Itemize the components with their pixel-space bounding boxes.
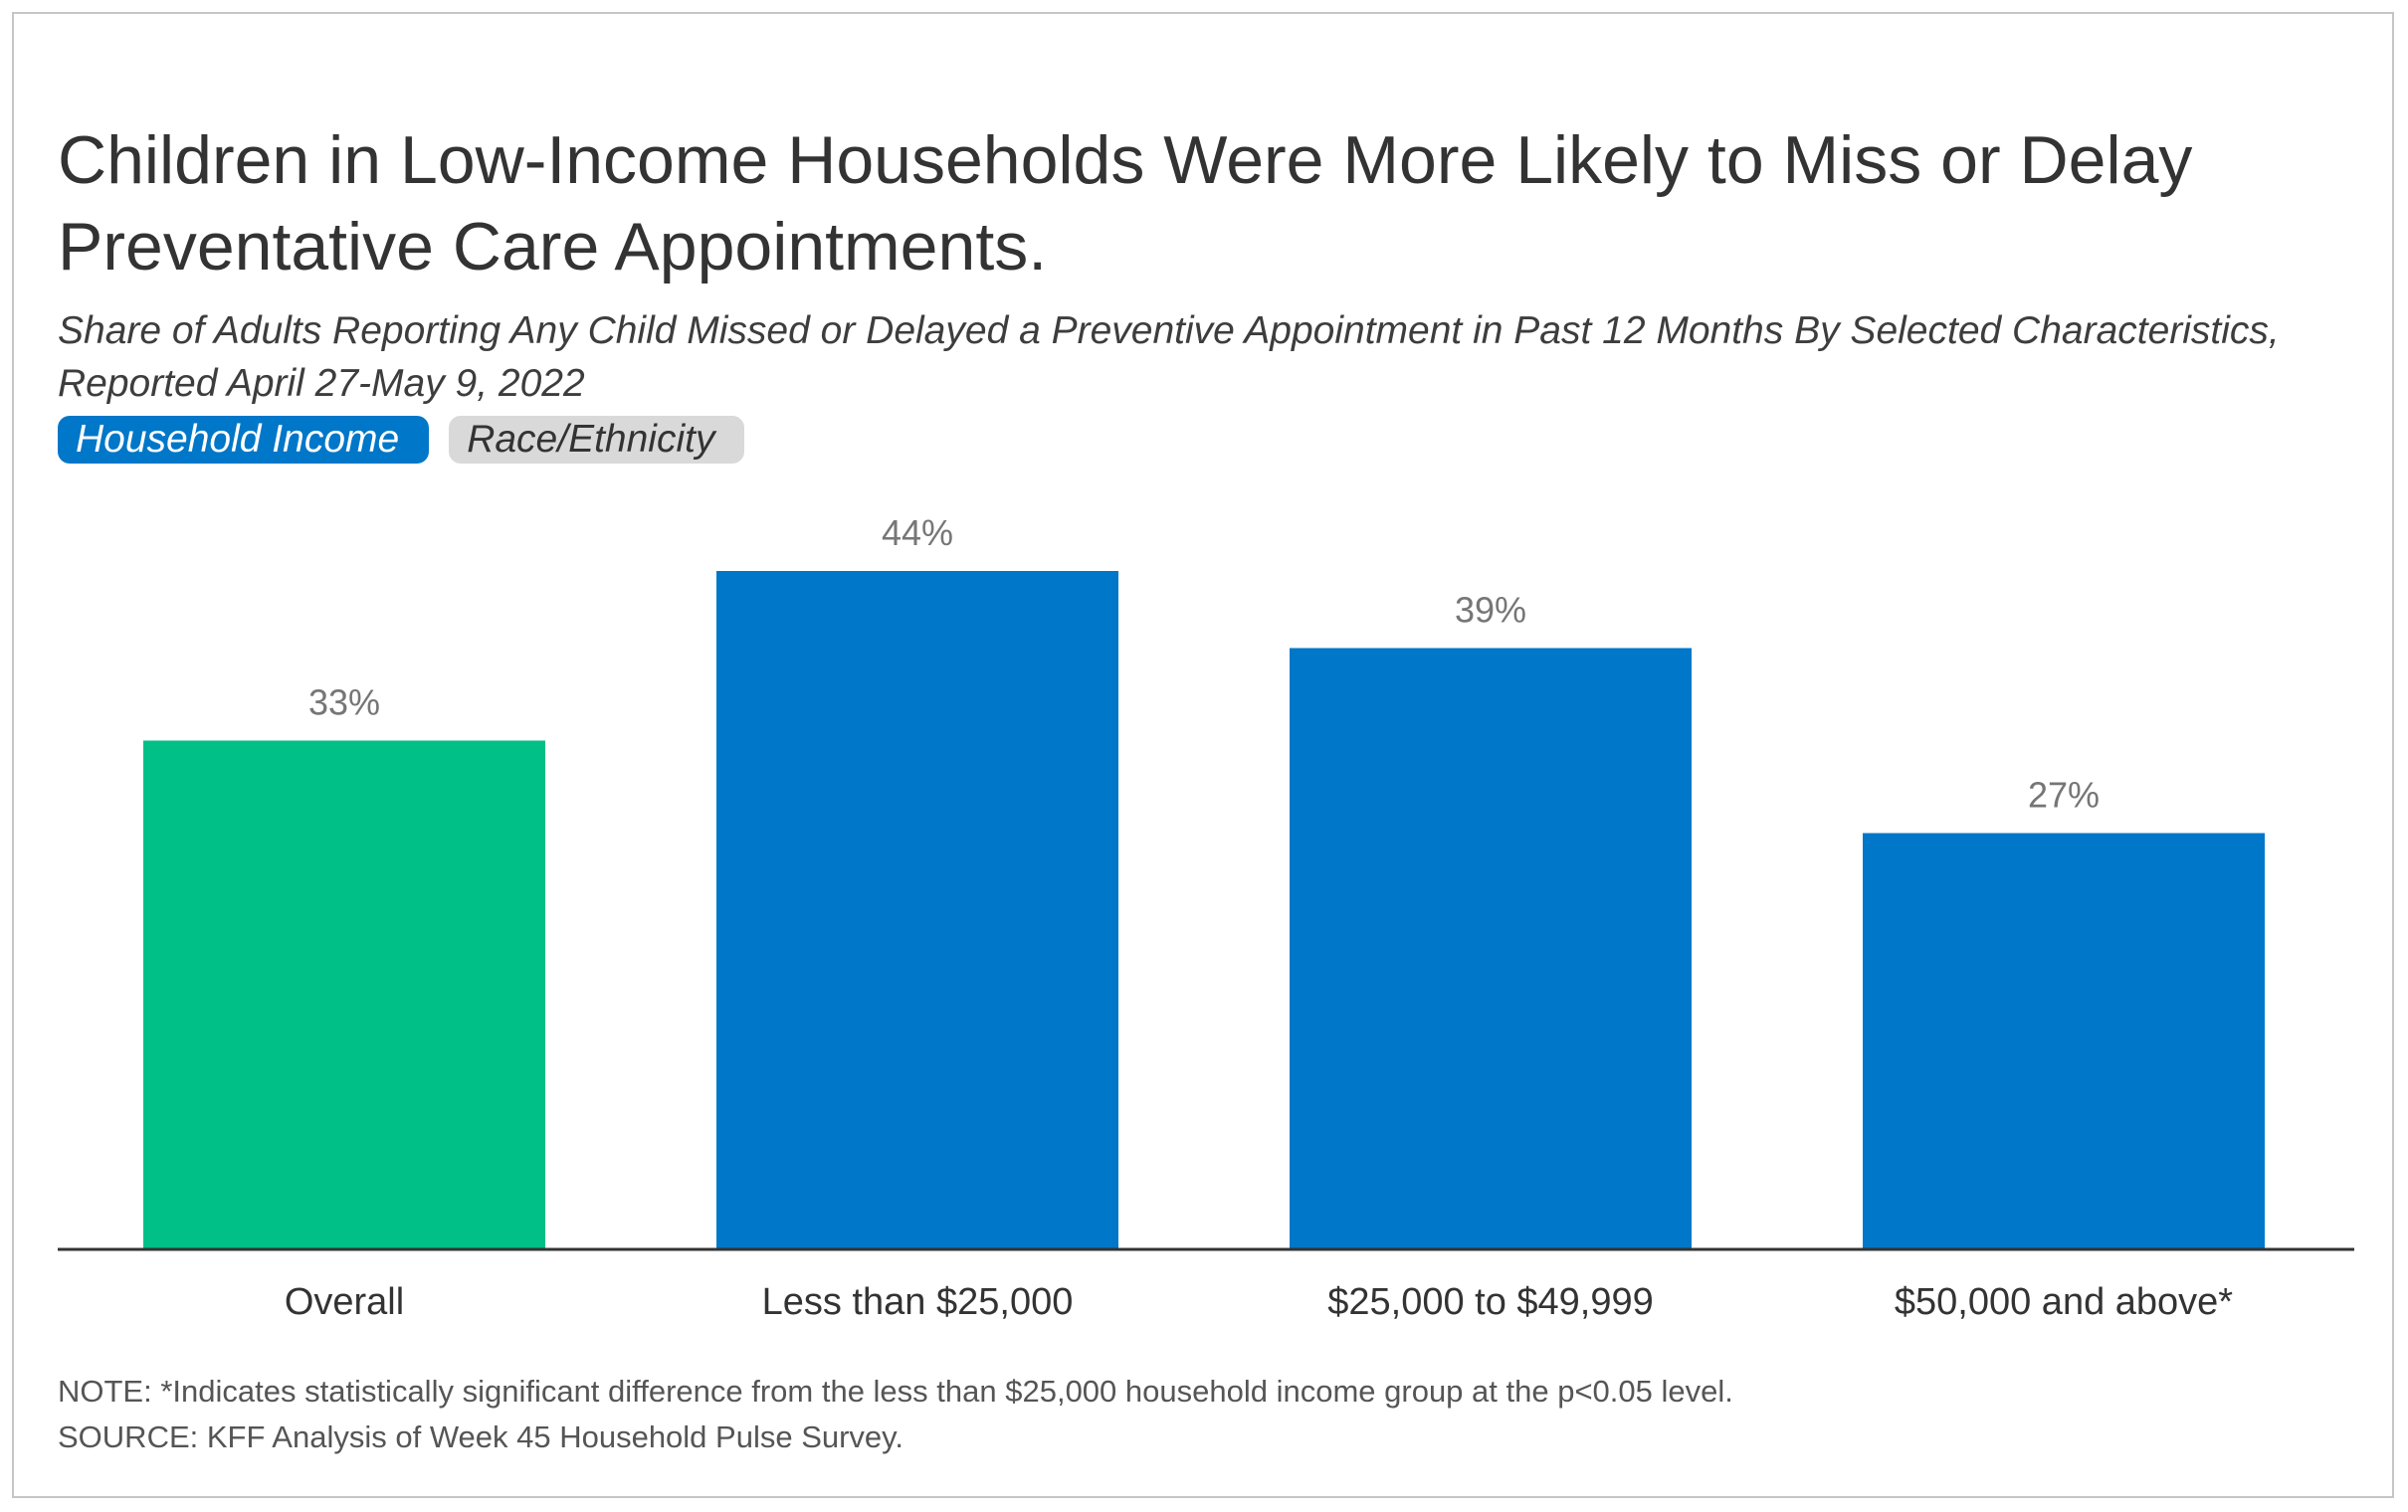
- chart-notes: NOTE: *Indicates statistically significa…: [58, 1369, 1733, 1460]
- chart-subtitle: Share of Adults Reporting Any Child Miss…: [58, 309, 2280, 405]
- x-tick-label-3: $50,000 and above*: [1895, 1281, 2233, 1323]
- chart-frame: [12, 12, 2394, 1498]
- data-label-2: 39%: [1455, 590, 1526, 631]
- tab-household-income[interactable]: Household Income: [58, 416, 430, 464]
- tab-race-ethnicity[interactable]: Race/Ethnicity: [449, 416, 745, 464]
- chart-title: Children in Low-Income Households Were M…: [58, 122, 2193, 284]
- filter-tabs: Household Income Race/Ethnicity: [58, 416, 745, 464]
- bar-2[interactable]: [1290, 648, 1692, 1250]
- bar-0[interactable]: [143, 740, 545, 1250]
- bar-3[interactable]: [1863, 833, 2265, 1250]
- x-tick-label-2: $25,000 to $49,999: [1327, 1281, 1654, 1323]
- source-text: SOURCE: KFF Analysis of Week 45 Househol…: [58, 1419, 903, 1454]
- x-tick-label-0: Overall: [285, 1281, 404, 1323]
- bar-1[interactable]: [716, 571, 1118, 1249]
- x-tick-label-1: Less than $25,000: [762, 1281, 1074, 1323]
- data-label-1: 44%: [882, 512, 953, 553]
- data-label-0: 33%: [308, 682, 380, 723]
- note-text: NOTE: *Indicates statistically significa…: [58, 1374, 1733, 1409]
- data-label-3: 27%: [2028, 775, 2100, 816]
